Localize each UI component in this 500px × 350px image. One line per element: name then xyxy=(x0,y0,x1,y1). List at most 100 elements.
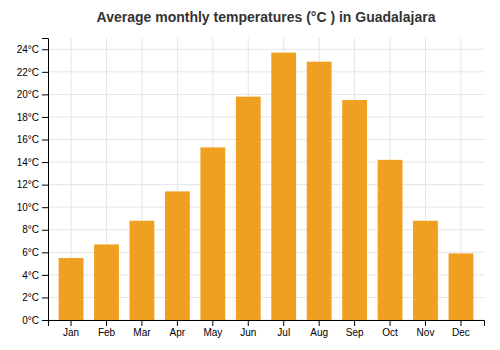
tick-label: Jun xyxy=(240,327,256,338)
axis-line xyxy=(49,321,485,327)
bar xyxy=(342,100,367,320)
tick: Apr xyxy=(170,320,186,338)
tick-mark xyxy=(42,275,48,276)
tick-mark xyxy=(42,252,48,253)
tick-mark xyxy=(42,140,48,141)
tick-label: 18°C xyxy=(17,112,39,123)
tick-label: May xyxy=(203,327,222,338)
tick-mark xyxy=(42,207,48,208)
tick-label: Apr xyxy=(170,327,186,338)
tick-mark xyxy=(319,320,320,326)
title: Average monthly temperatures (°C ) in Gu… xyxy=(97,9,436,25)
tick: Aug xyxy=(310,320,328,338)
bar xyxy=(413,221,438,320)
tick-label: Oct xyxy=(382,327,398,338)
tick: Nov xyxy=(417,320,435,338)
tick-label: 24°C xyxy=(17,44,39,55)
bar xyxy=(271,53,296,320)
tick: Feb xyxy=(98,320,116,338)
tick-mark xyxy=(283,320,284,326)
grid-line xyxy=(48,184,484,185)
tick: 22°C xyxy=(17,67,48,78)
bar xyxy=(378,160,403,320)
tick-mark xyxy=(425,320,426,326)
tick: 20°C xyxy=(17,89,48,100)
tick-mark xyxy=(42,297,48,298)
tick-label: 0°C xyxy=(22,315,39,326)
tick: 10°C xyxy=(17,202,48,213)
tick-label: Sep xyxy=(346,327,364,338)
tick-label: 10°C xyxy=(17,202,39,213)
tick-mark xyxy=(42,230,48,231)
tick: 8°C xyxy=(22,224,48,235)
bar xyxy=(307,62,332,320)
tick: 4°C xyxy=(22,270,48,281)
chart: Jan Feb Mar Apr May Jun Jul Aug Sep Oct Nov Dec 0°C 2… xyxy=(0,0,500,350)
tick: 0°C xyxy=(22,315,48,326)
grid-line xyxy=(48,116,484,117)
bar xyxy=(165,191,190,320)
bar xyxy=(200,147,225,320)
tick-label: 6°C xyxy=(22,247,39,258)
tick: Oct xyxy=(382,320,398,338)
tick-mark xyxy=(390,320,391,326)
tick-mark xyxy=(42,94,48,95)
tick-mark xyxy=(460,320,461,326)
tick: Jun xyxy=(240,320,256,338)
tick-label: 4°C xyxy=(22,270,39,281)
tick: Jan xyxy=(63,320,79,338)
tick-label: 16°C xyxy=(17,134,39,145)
bars xyxy=(59,53,474,320)
tick: Sep xyxy=(346,320,364,338)
bar xyxy=(94,244,119,320)
tick-label: Feb xyxy=(98,327,116,338)
tick: 6°C xyxy=(22,247,48,258)
tick-label: 12°C xyxy=(17,179,39,190)
tick-mark xyxy=(42,72,48,73)
plot: Jan Feb Mar Apr May Jun Jul Aug Sep Oct Nov Dec 0°C 2… xyxy=(17,38,485,338)
tick: 16°C xyxy=(17,134,48,145)
bar xyxy=(59,258,84,320)
grid-line xyxy=(48,162,484,163)
bar xyxy=(236,97,261,320)
grid-line xyxy=(48,94,484,95)
x-axis: Jan Feb Mar Apr May Jun Jul Aug Sep Oct Nov Dec xyxy=(49,320,485,338)
tick: 14°C xyxy=(17,157,48,168)
axis-line xyxy=(42,39,49,321)
tick-mark xyxy=(42,320,48,321)
tick: Jul xyxy=(277,320,290,338)
grid-line xyxy=(48,207,484,208)
tick-mark xyxy=(141,320,142,326)
bar xyxy=(130,221,155,320)
tick: Dec xyxy=(452,320,470,338)
tick-label: 14°C xyxy=(17,157,39,168)
bar xyxy=(449,253,474,320)
tick: May xyxy=(203,320,222,338)
tick-label: Jul xyxy=(277,327,290,338)
tick-label: Nov xyxy=(417,327,435,338)
tick-label: 22°C xyxy=(17,67,39,78)
tick: 18°C xyxy=(17,112,48,123)
tick: Mar xyxy=(133,320,151,338)
tick-mark xyxy=(71,320,72,326)
grid xyxy=(48,38,484,320)
tick-label: Mar xyxy=(133,327,151,338)
tick-label: 2°C xyxy=(22,292,39,303)
tick-mark xyxy=(354,320,355,326)
tick-mark xyxy=(42,185,48,186)
tick-mark xyxy=(177,320,178,326)
tick-label: Dec xyxy=(452,327,470,338)
tick-mark xyxy=(212,320,213,326)
tick-mark xyxy=(42,117,48,118)
grid-line xyxy=(48,71,484,72)
tick: 2°C xyxy=(22,292,48,303)
tick-label: Aug xyxy=(310,327,328,338)
tick-label: 20°C xyxy=(17,89,39,100)
y-axis: 0°C 2°C 4°C 6°C 8°C 10°C 12°C 14°C 16°C 18°C 20°C 2… xyxy=(17,39,49,326)
tick-mark xyxy=(248,320,249,326)
grid-line xyxy=(48,49,484,50)
tick-mark xyxy=(42,49,48,50)
tick-label: 8°C xyxy=(22,224,39,235)
tick-mark xyxy=(42,162,48,163)
tick: 12°C xyxy=(17,179,48,190)
